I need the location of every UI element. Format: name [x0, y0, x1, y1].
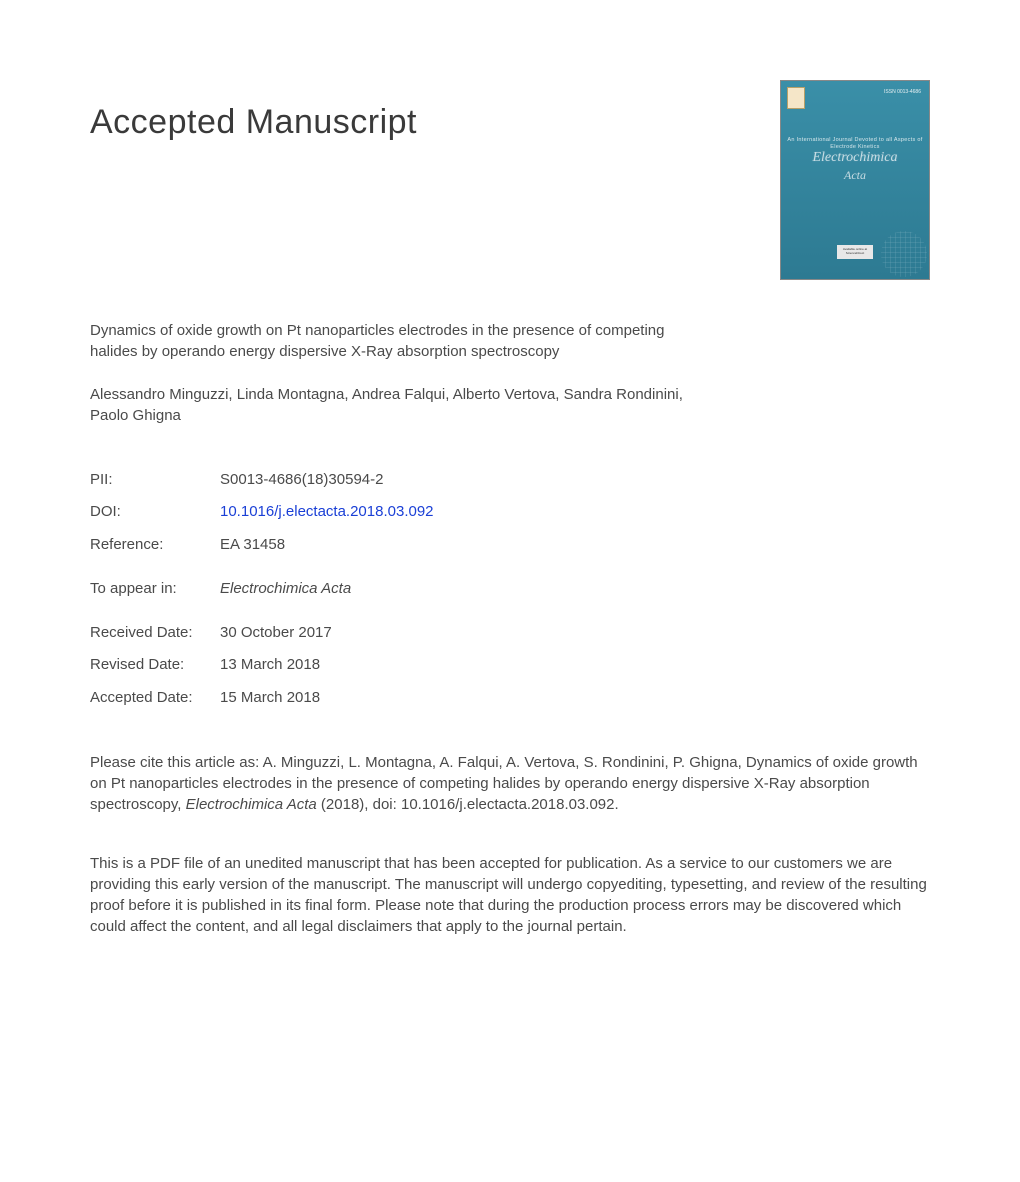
header-row: Accepted Manuscript ISSN 0013-4686 An In…	[90, 100, 930, 280]
article-authors: Alessandro Minguzzi, Linda Montagna, And…	[90, 384, 690, 426]
meta-value-revised: 13 March 2018	[220, 649, 434, 681]
table-row: Reference: EA 31458	[90, 529, 434, 561]
table-row: DOI: 10.1016/j.electacta.2018.03.092	[90, 496, 434, 528]
disclaimer-paragraph: This is a PDF file of an unedited manusc…	[90, 853, 930, 937]
meta-label-pii: PII:	[90, 464, 220, 496]
cover-footer: Available online at ScienceDirect	[837, 245, 873, 259]
cover-journal-line1: Electrochimica	[781, 149, 929, 168]
table-row: PII: S0013-4686(18)30594-2	[90, 464, 434, 496]
table-row: Accepted Date: 15 March 2018	[90, 682, 434, 714]
meta-label-appear: To appear in:	[90, 573, 220, 605]
article-title: Dynamics of oxide growth on Pt nanoparti…	[90, 320, 690, 362]
publisher-logo-icon	[787, 87, 805, 109]
meta-label-received: Received Date:	[90, 617, 220, 649]
table-row: Received Date: 30 October 2017	[90, 617, 434, 649]
meta-label-revised: Revised Date:	[90, 649, 220, 681]
cover-journal-line2: Acta	[781, 167, 929, 183]
metadata-table: PII: S0013-4686(18)30594-2 DOI: 10.1016/…	[90, 464, 434, 714]
meta-value-accepted: 15 March 2018	[220, 682, 434, 714]
meta-label-accepted: Accepted Date:	[90, 682, 220, 714]
citation-journal: Electrochimica Acta	[186, 796, 317, 813]
meta-value-reference: EA 31458	[220, 529, 434, 561]
globe-icon	[881, 231, 927, 277]
cover-issn: ISSN 0013-4686	[884, 89, 921, 96]
table-row: Revised Date: 13 March 2018	[90, 649, 434, 681]
page-title: Accepted Manuscript	[90, 100, 417, 146]
meta-value-received: 30 October 2017	[220, 617, 434, 649]
table-row: To appear in: Electrochimica Acta	[90, 573, 434, 605]
meta-value-appear: Electrochimica Acta	[220, 573, 434, 605]
citation-suffix: (2018), doi: 10.1016/j.electacta.2018.03…	[317, 796, 619, 813]
meta-label-reference: Reference:	[90, 529, 220, 561]
citation-paragraph: Please cite this article as: A. Minguzzi…	[90, 752, 930, 815]
doi-link[interactable]: 10.1016/j.electacta.2018.03.092	[220, 503, 434, 520]
journal-cover-thumbnail: ISSN 0013-4686 An International Journal …	[780, 80, 930, 280]
meta-value-pii: S0013-4686(18)30594-2	[220, 464, 434, 496]
meta-label-doi: DOI:	[90, 496, 220, 528]
